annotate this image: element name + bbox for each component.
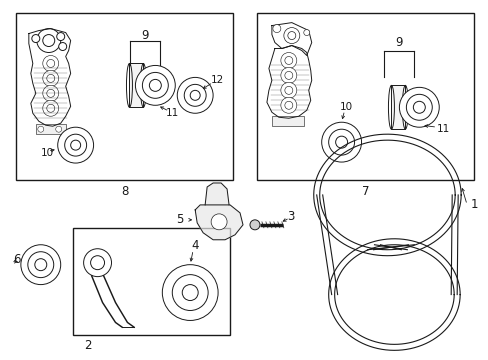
Text: 2: 2 — [83, 339, 91, 352]
Circle shape — [399, 87, 438, 127]
Circle shape — [287, 32, 295, 40]
Circle shape — [328, 129, 354, 155]
Text: 12: 12 — [210, 75, 224, 85]
Circle shape — [285, 86, 292, 94]
Text: 10: 10 — [339, 102, 352, 112]
Text: 7: 7 — [361, 185, 368, 198]
Circle shape — [280, 97, 296, 113]
Circle shape — [90, 256, 104, 270]
Circle shape — [59, 42, 66, 50]
Circle shape — [71, 140, 81, 150]
Circle shape — [177, 77, 213, 113]
Circle shape — [57, 32, 64, 41]
Circle shape — [280, 82, 296, 98]
Circle shape — [135, 66, 175, 105]
Bar — [73, 228, 229, 336]
Text: 10: 10 — [41, 148, 54, 158]
Circle shape — [42, 35, 55, 46]
Circle shape — [142, 72, 168, 98]
Circle shape — [35, 259, 47, 271]
Circle shape — [42, 71, 59, 86]
Circle shape — [56, 126, 61, 132]
Circle shape — [406, 94, 431, 120]
Circle shape — [58, 127, 93, 163]
Circle shape — [280, 53, 296, 68]
Text: 4: 4 — [191, 239, 199, 252]
Circle shape — [285, 57, 292, 64]
Text: 9: 9 — [142, 29, 149, 42]
Text: 11: 11 — [165, 108, 179, 118]
Bar — [16, 13, 233, 180]
Circle shape — [21, 245, 61, 285]
Bar — [129, 63, 143, 107]
Circle shape — [83, 249, 111, 276]
Circle shape — [182, 285, 198, 301]
Circle shape — [272, 24, 280, 32]
Circle shape — [42, 55, 59, 71]
Circle shape — [42, 85, 59, 101]
Bar — [271, 116, 303, 126]
Bar — [256, 13, 473, 180]
Circle shape — [412, 101, 425, 113]
Bar — [390, 85, 405, 129]
Circle shape — [42, 100, 59, 116]
Circle shape — [38, 126, 44, 132]
Circle shape — [211, 214, 226, 230]
Circle shape — [162, 265, 218, 320]
Circle shape — [64, 134, 86, 156]
Text: 1: 1 — [470, 198, 478, 211]
Circle shape — [47, 59, 55, 67]
Circle shape — [321, 122, 361, 162]
Circle shape — [184, 84, 206, 106]
Circle shape — [190, 90, 200, 100]
Text: 3: 3 — [286, 210, 294, 223]
Circle shape — [37, 28, 61, 53]
Bar — [36, 124, 65, 134]
Circle shape — [303, 30, 309, 36]
Text: 8: 8 — [121, 185, 128, 198]
Polygon shape — [205, 183, 228, 205]
Circle shape — [47, 75, 55, 82]
Circle shape — [249, 220, 260, 230]
Circle shape — [47, 104, 55, 112]
Circle shape — [285, 101, 292, 109]
Text: 9: 9 — [395, 36, 402, 49]
Circle shape — [285, 71, 292, 80]
Circle shape — [47, 89, 55, 97]
Text: 11: 11 — [436, 124, 449, 134]
Text: 5: 5 — [176, 213, 183, 226]
Circle shape — [32, 35, 40, 42]
Circle shape — [149, 80, 161, 91]
Circle shape — [280, 67, 296, 84]
Polygon shape — [195, 205, 243, 240]
Circle shape — [335, 136, 347, 148]
Circle shape — [28, 252, 54, 278]
Text: 6: 6 — [13, 253, 20, 266]
Circle shape — [283, 28, 299, 44]
Circle shape — [172, 275, 208, 310]
